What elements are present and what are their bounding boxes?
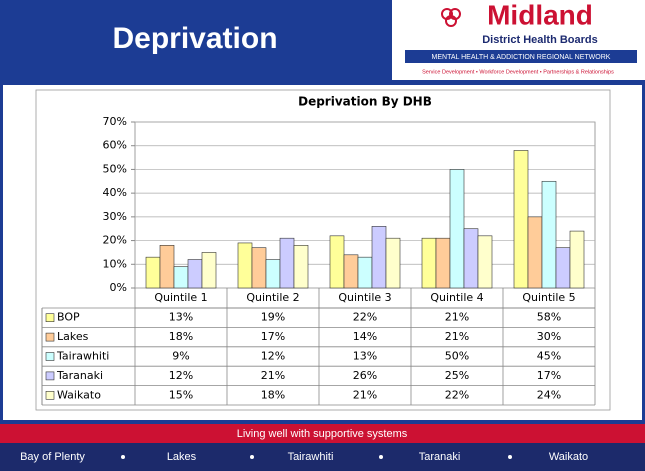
bar	[477, 235, 493, 289]
region-name: Taranaki	[419, 451, 461, 463]
data-label: 58%	[537, 311, 561, 324]
bar	[201, 252, 217, 289]
bar	[187, 259, 203, 289]
y-tick-label: 10%	[103, 257, 127, 270]
bar	[527, 216, 543, 289]
bar	[555, 247, 571, 289]
data-label: 24%	[537, 388, 561, 401]
bar	[449, 169, 465, 289]
bar	[293, 245, 309, 289]
data-label: 22%	[445, 388, 469, 401]
bar	[513, 150, 529, 289]
data-label: 18%	[261, 388, 285, 401]
data-label: 17%	[261, 330, 285, 343]
bar	[279, 237, 295, 289]
separator-dot	[508, 455, 512, 459]
data-label: 12%	[169, 369, 193, 382]
x-tick-label: Quintile 3	[338, 291, 391, 304]
y-tick-label: 60%	[103, 139, 127, 152]
bar	[541, 180, 557, 289]
data-label: 50%	[445, 350, 469, 363]
legend-key	[45, 390, 55, 400]
data-label: 13%	[353, 350, 377, 363]
slide-title: Deprivation	[112, 22, 277, 55]
bar	[569, 230, 585, 289]
legend-key	[45, 352, 55, 361]
separator-dot	[379, 455, 383, 459]
legend-key	[45, 313, 55, 323]
legend-key	[45, 371, 55, 381]
region-name: Bay of Plenty	[20, 451, 85, 463]
data-label: 45%	[537, 350, 561, 363]
slogan-band	[0, 424, 645, 443]
bar	[421, 237, 437, 289]
bar	[145, 256, 161, 289]
data-label: 9%	[172, 350, 189, 363]
data-label: 21%	[445, 330, 469, 343]
legend-label: Lakes	[57, 330, 89, 343]
bar	[251, 247, 267, 289]
bar	[385, 237, 401, 289]
y-tick-label: 0%	[110, 281, 127, 294]
region-name: Lakes	[167, 451, 197, 463]
bar	[343, 254, 359, 289]
logo-network-band	[405, 50, 637, 63]
data-label: 17%	[537, 369, 561, 382]
bar	[265, 259, 281, 289]
bar	[463, 228, 479, 289]
data-label: 26%	[353, 369, 377, 382]
bar	[159, 245, 175, 289]
data-label: 25%	[445, 369, 469, 382]
y-tick-label: 70%	[103, 115, 127, 128]
x-tick-label: Quintile 1	[154, 291, 207, 304]
data-label: 21%	[445, 311, 469, 324]
data-label: 13%	[169, 311, 193, 324]
data-label: 15%	[169, 388, 193, 401]
x-tick-label: Quintile 5	[522, 291, 575, 304]
chart-title: Deprivation By DHB	[298, 95, 432, 109]
bar	[329, 235, 345, 289]
data-label: 18%	[169, 330, 193, 343]
legend-label: BOP	[57, 311, 80, 324]
bar	[371, 226, 387, 289]
data-label: 12%	[261, 350, 285, 363]
region-name: Waikato	[549, 451, 588, 463]
bar	[357, 256, 373, 289]
data-label: 30%	[537, 330, 561, 343]
separator-dot	[250, 455, 254, 459]
slogan: Living well with supportive systems	[237, 428, 408, 440]
y-tick-label: 40%	[103, 186, 127, 199]
data-label: 21%	[353, 388, 377, 401]
y-tick-label: 50%	[103, 162, 127, 175]
bar	[435, 237, 451, 289]
data-label: 22%	[353, 311, 377, 324]
data-label: 19%	[261, 311, 285, 324]
legend-label: Taranaki	[56, 369, 103, 382]
logo-box	[392, 0, 645, 80]
logo-name: Midland	[487, 0, 593, 30]
logo-tagline: Service Development • Workforce Developm…	[422, 69, 614, 75]
logo-subtitle: District Health Boards	[482, 34, 598, 46]
y-tick-label: 20%	[103, 234, 127, 247]
region-name: Tairawhiti	[288, 451, 334, 463]
x-tick-label: Quintile 4	[430, 291, 483, 304]
x-tick-label: Quintile 2	[246, 291, 299, 304]
legend-key	[45, 332, 55, 342]
legend-label: Tairawhiti	[56, 350, 109, 363]
regions-band	[0, 443, 645, 471]
chart: 0% 10% 20% 30% 40% 50% 60% 70% Quintile 1 Quintil…	[41, 115, 596, 406]
y-tick-label: 30%	[103, 210, 127, 223]
logo-network: MENTAL HEALTH & ADDICTION REGIONAL NETWO…	[432, 54, 611, 61]
separator-dot	[121, 455, 125, 459]
bar	[173, 266, 189, 289]
data-label: 14%	[353, 330, 377, 343]
logo-icon	[441, 8, 461, 27]
data-label: 21%	[261, 369, 285, 382]
bar	[237, 242, 253, 289]
legend-label: Waikato	[57, 388, 101, 401]
